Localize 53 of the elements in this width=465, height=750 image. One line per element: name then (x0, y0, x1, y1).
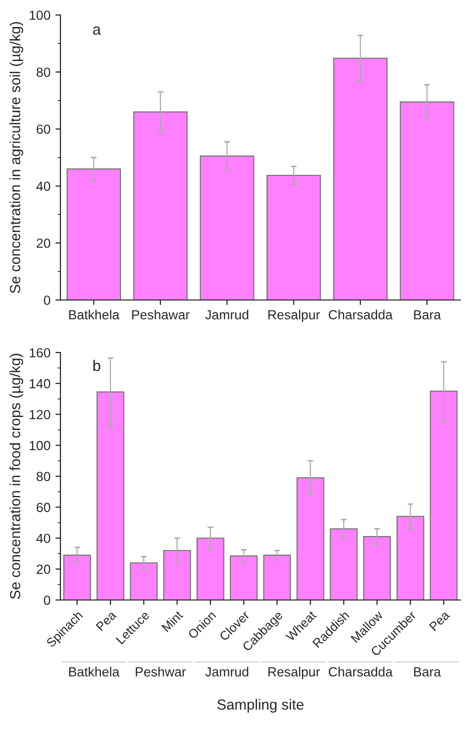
text: Resalpur (268, 666, 320, 680)
bar (96, 391, 124, 600)
text: Batkhela (69, 666, 120, 677)
y-tick-label: 120 (30, 410, 50, 420)
bar (430, 390, 458, 600)
bar (330, 528, 358, 600)
text: Peshwar (136, 666, 186, 677)
bar (400, 101, 454, 300)
x-tick-label: Pea (96, 610, 117, 632)
y-tick-label: 160 (30, 348, 50, 358)
y-tick-label: 20 (36, 238, 50, 248)
bar (163, 550, 191, 600)
y-tick-label: 80 (36, 68, 50, 77)
x-tick-label: Mint (161, 610, 184, 632)
y-tick-label: 20 (36, 564, 50, 574)
bar (263, 554, 291, 600)
bar (200, 156, 254, 300)
y-tick-label: 100 (30, 10, 50, 20)
x-axis-title: Sampling site (217, 699, 304, 713)
bar (363, 536, 391, 600)
bar (266, 174, 321, 300)
x-tick-label: Batkhela (69, 310, 120, 320)
x-tick-label: Peshawar (132, 310, 190, 320)
x-tick-label: Pea (429, 610, 450, 632)
x-tick-label: Jamrud (205, 310, 248, 320)
x-tick-label: Resalpur (268, 310, 320, 322)
bar (63, 554, 91, 600)
y-tick-label: 0 (44, 296, 50, 305)
y-tick-label: 40 (36, 182, 50, 191)
y-tick-label: 100 (30, 440, 50, 450)
text: Bara (414, 667, 441, 677)
bar (130, 562, 158, 600)
bar (66, 168, 121, 300)
y-tick-label: 40 (36, 534, 50, 544)
x-tick-label: Charsadda (328, 310, 393, 320)
bar (296, 477, 324, 600)
bar (133, 111, 188, 300)
y-axis-title: Se concentration in food crops (µg/kg) (10, 354, 24, 599)
y-tick-label: 60 (36, 502, 50, 512)
x-tick-label: Bara (414, 310, 441, 320)
bar (230, 555, 258, 600)
y-axis-title: Se concentration in agriculture soil (µg/kg) (10, 22, 24, 294)
text: a (93, 26, 101, 35)
chart-title: b (93, 360, 100, 372)
y-tick-label: 140 (30, 379, 50, 388)
y-tick-label: 80 (36, 472, 50, 482)
text: Jamrud (205, 666, 248, 677)
text: Charsadda (328, 666, 393, 677)
bar (396, 516, 424, 600)
bar (333, 58, 388, 300)
y-tick-label: 60 (36, 124, 50, 134)
bar (196, 538, 224, 600)
y-tick-label: 0 (44, 596, 50, 605)
